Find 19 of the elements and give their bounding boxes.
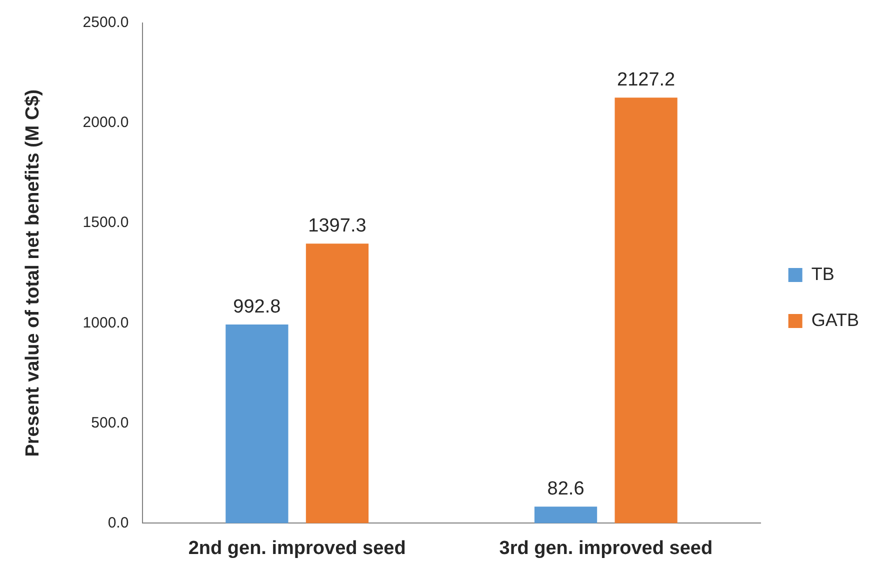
y-tick-label: 1500.0 (82, 214, 129, 232)
y-tick-label: 2000.0 (82, 114, 129, 132)
x-tick-label: 3rd gen. improved seed (499, 538, 713, 559)
y-axis-title: Present value of total net benefits (M C$) (22, 89, 44, 457)
bar (534, 506, 598, 524)
bar (306, 244, 369, 524)
bar (226, 324, 288, 524)
y-tick-label: 2500.0 (82, 14, 129, 32)
legend-label: TB (811, 264, 834, 284)
data-label: 2127.2 (617, 69, 676, 90)
data-label: 82.6 (547, 478, 584, 500)
legend-label: GATB (811, 310, 859, 330)
data-label: 1397.3 (308, 215, 366, 236)
y-tick-label: 0.0 (108, 514, 129, 532)
bar (614, 98, 678, 524)
x-tick-label: 2nd gen. improved seed (188, 538, 406, 559)
data-label: 992.8 (233, 296, 281, 318)
y-tick-label: 1000.0 (82, 314, 129, 332)
y-tick-label: 500.0 (91, 414, 129, 432)
